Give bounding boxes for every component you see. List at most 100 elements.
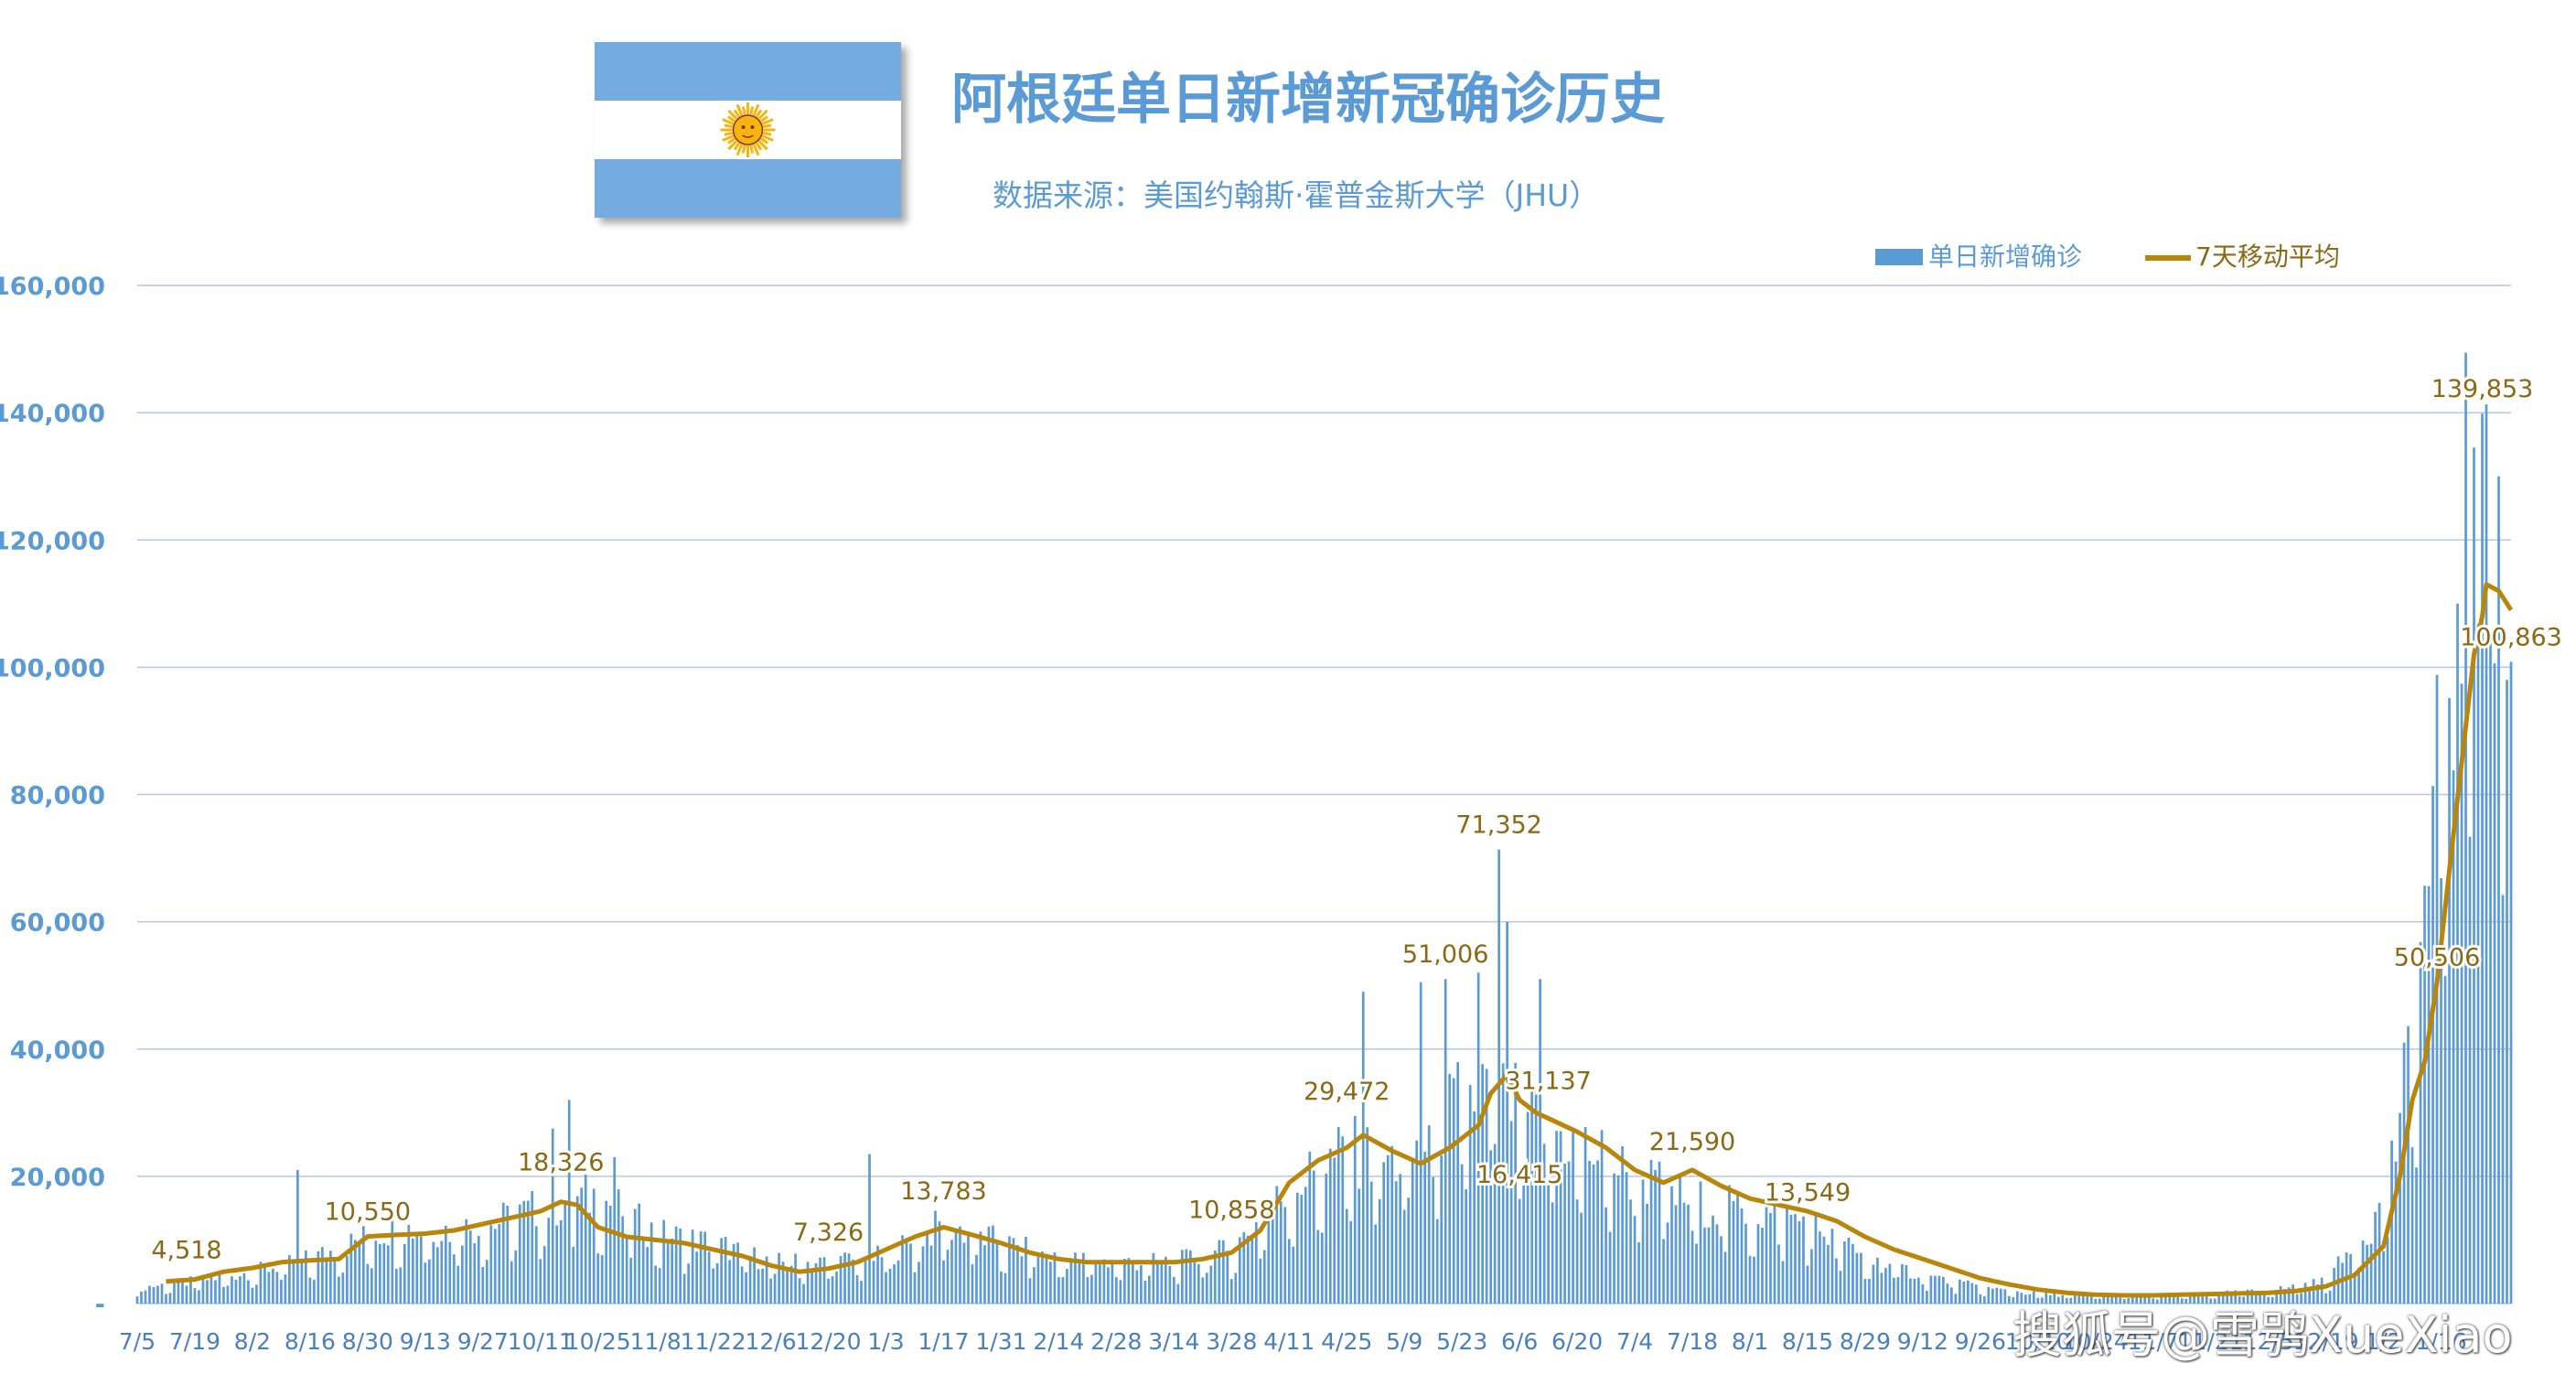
bar (193, 1288, 197, 1304)
bar (1852, 1243, 1854, 1304)
bar (2131, 1294, 2134, 1304)
bar (1501, 1063, 1505, 1304)
bar (284, 1274, 287, 1304)
bar (2468, 836, 2472, 1304)
sun-ray (733, 142, 741, 151)
x-tick-label: 11/21 (2178, 1328, 2244, 1355)
bar (2056, 1296, 2060, 1304)
annotations: 4,518 10,550 18,326 7,326 13,783 10,858 29,472… (148, 372, 2565, 1267)
y-tick-label: 140,000 (0, 400, 105, 428)
bar (391, 1217, 394, 1304)
bar (1086, 1276, 1089, 1304)
x-tick-label: 5/9 (1386, 1328, 1422, 1355)
bar (2176, 1293, 2180, 1304)
bar (2053, 1293, 2056, 1304)
bar (2394, 1161, 2398, 1304)
bar (1008, 1236, 1011, 1304)
bar (173, 1283, 176, 1304)
bar (1061, 1276, 1065, 1304)
data-label: 10,550 (325, 1198, 411, 1227)
data-label: 71,352 (1455, 811, 1541, 840)
bar (2127, 1297, 2131, 1304)
bar (703, 1231, 706, 1304)
bar (1934, 1275, 1937, 1304)
bar (584, 1175, 587, 1304)
x-tick-label: 1/17 (918, 1328, 969, 1355)
bar (498, 1224, 501, 1304)
x-tick-label: 7/18 (1667, 1328, 1718, 1355)
legend: 单日新增确诊 7天移动平均 (1875, 242, 2340, 272)
bar (448, 1241, 452, 1304)
bar (144, 1290, 147, 1304)
bar (880, 1257, 884, 1304)
sun-of-may-icon (720, 102, 776, 157)
bar (2015, 1291, 2019, 1304)
bar (2303, 1283, 2307, 1304)
bar (2110, 1294, 2114, 1304)
bar (247, 1280, 250, 1304)
x-tick-label: 12/5 (2243, 1328, 2294, 1355)
x-tick-label: 8/16 (284, 1328, 336, 1355)
bar (810, 1269, 813, 1304)
bar (682, 1273, 686, 1304)
bar (1082, 1252, 1085, 1304)
bar (1822, 1236, 1826, 1304)
bar (1662, 1239, 1665, 1304)
bar (2366, 1244, 2368, 1304)
sun-ray (741, 106, 746, 115)
data-label: 13,783 (900, 1177, 986, 1206)
bar (2501, 895, 2505, 1304)
bar (608, 1206, 612, 1304)
bar (1863, 1278, 1867, 1304)
bar (896, 1260, 900, 1304)
bar (1658, 1161, 1661, 1304)
bar (559, 1219, 563, 1304)
bar (575, 1196, 579, 1304)
bar (1361, 992, 1365, 1304)
bar (2440, 878, 2442, 1304)
bar (1049, 1262, 1052, 1304)
bar (308, 1277, 312, 1304)
sun-ray (749, 145, 755, 154)
bar (2081, 1294, 2085, 1304)
bar (1481, 1064, 1484, 1304)
sun-ray (741, 145, 746, 154)
bar (1053, 1252, 1057, 1304)
bar (444, 1225, 447, 1304)
bar (1707, 1227, 1711, 1304)
bar (2410, 1147, 2414, 1304)
bar (2012, 1296, 2015, 1304)
bar (402, 1243, 406, 1304)
bar (231, 1276, 233, 1304)
sun-ray (724, 123, 734, 129)
sun-ray (757, 139, 768, 151)
bar (1074, 1252, 1077, 1304)
bar (531, 1190, 534, 1304)
bar (757, 1269, 760, 1304)
bar (893, 1264, 896, 1304)
bar (1868, 1279, 1871, 1304)
sun-ray (722, 118, 735, 125)
bar (720, 1238, 723, 1304)
bar (2374, 1211, 2377, 1304)
bar (1160, 1260, 1164, 1304)
sun-ray (727, 115, 736, 123)
bar (1736, 1193, 1739, 1304)
bar (596, 1253, 600, 1304)
x-tick-label: 12/19 (2293, 1328, 2359, 1355)
bar (2456, 603, 2459, 1304)
bar (2077, 1294, 2081, 1304)
bar (592, 1188, 596, 1304)
bar (2452, 770, 2455, 1304)
bar (2201, 1294, 2205, 1304)
bar (1847, 1237, 1851, 1304)
bar (2431, 786, 2434, 1304)
bar (1674, 1205, 1678, 1304)
bar (761, 1268, 764, 1304)
bar (2180, 1298, 2184, 1304)
x-tick-label: 8/30 (342, 1328, 393, 1355)
bar (2188, 1292, 2192, 1304)
bar (745, 1272, 747, 1304)
bar (222, 1286, 225, 1304)
bar (239, 1276, 242, 1304)
